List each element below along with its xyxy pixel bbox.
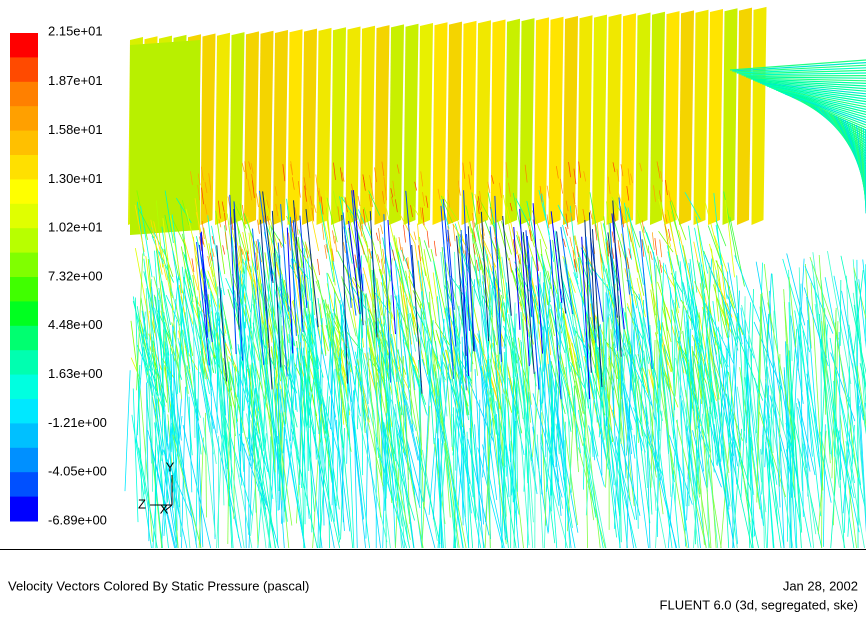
colorbar-label: 1.30e+01: [48, 171, 103, 186]
vector: [513, 350, 514, 502]
colorbar-label: 7.32e+00: [48, 268, 103, 283]
footer-title: Velocity Vectors Colored By Static Press…: [8, 578, 309, 593]
colorbar-block: [10, 204, 38, 229]
colorbar-label: 1.58e+01: [48, 122, 103, 137]
axis-label: Y: [166, 459, 175, 474]
colorbar-block: [10, 33, 38, 58]
colorbar-block: [10, 155, 38, 180]
colorbar-block: [10, 253, 38, 278]
colorbar-block: [10, 497, 38, 522]
colorbar-block: [10, 277, 38, 302]
footer-date: Jan 28, 2002: [783, 578, 858, 593]
colorbar-label: -4.05e+00: [48, 464, 107, 479]
colorbar-block: [10, 301, 38, 326]
colorbar-block: [10, 423, 38, 448]
colorbar-block: [10, 106, 38, 131]
colorbar-label: -1.21e+00: [48, 415, 107, 430]
colorbar-label: 2.15e+01: [48, 23, 103, 38]
colorbar-block: [10, 448, 38, 473]
colorbar-block: [10, 472, 38, 497]
colorbar-block: [10, 228, 38, 253]
viewer: 2.15e+01 1.87e+01 1.58e+01 1.30e+01 1.02e+01…: [0, 0, 866, 620]
colorbar-block: [10, 82, 38, 107]
colorbar-block: [10, 179, 38, 204]
colorbar-block: [10, 131, 38, 156]
axis-label: Z: [138, 496, 146, 511]
colorbar-label: 1.87e+01: [48, 73, 103, 88]
colorbar-label: 1.02e+01: [48, 220, 103, 235]
colorbar-label: -6.89e+00: [48, 512, 107, 527]
colorbar-block: [10, 350, 38, 375]
colorbar-label: 4.48e+00: [48, 317, 103, 332]
colorbar-block: [10, 375, 38, 400]
footer-version: FLUENT 6.0 (3d, segregated, ske): [660, 597, 858, 612]
axis-label: X: [160, 501, 169, 516]
colorbar-block: [10, 399, 38, 424]
page: 2.15e+01 1.87e+01 1.58e+01 1.30e+01 1.02e+01…: [0, 0, 866, 620]
colorbar-block: [10, 57, 38, 82]
colorbar-label: 1.63e+00: [48, 366, 103, 381]
colorbar-block: [10, 326, 38, 351]
